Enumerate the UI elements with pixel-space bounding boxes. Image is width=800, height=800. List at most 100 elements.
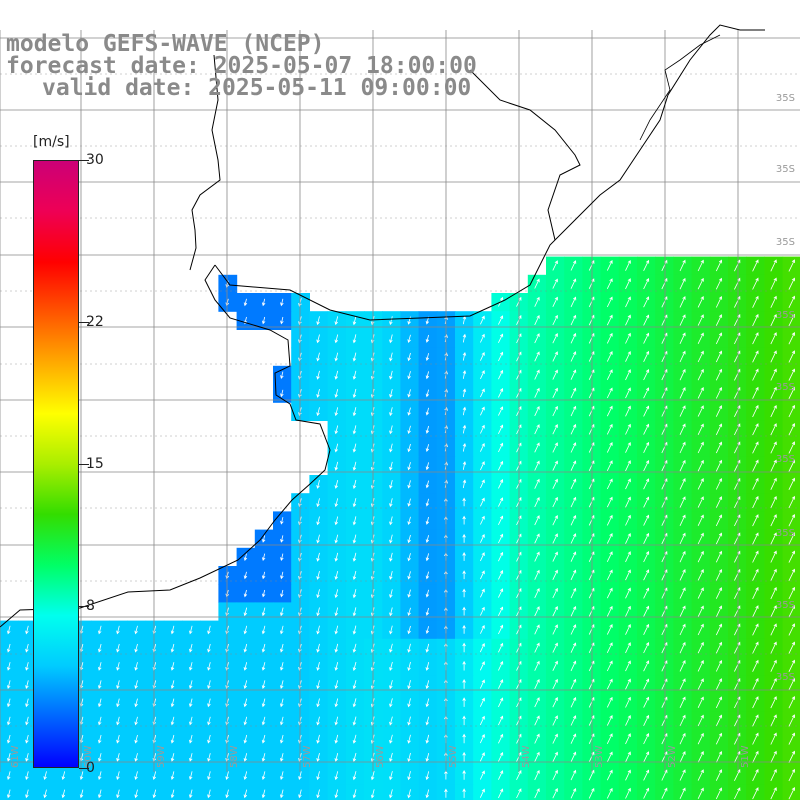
wind-cell bbox=[746, 602, 765, 622]
wind-cell bbox=[546, 456, 565, 476]
wind-arrow bbox=[625, 733, 631, 745]
wind-cell bbox=[618, 456, 638, 476]
wind-arrow bbox=[770, 550, 777, 563]
wind-arrow bbox=[170, 662, 175, 671]
wind-arrow bbox=[679, 623, 686, 636]
wind-cell bbox=[637, 365, 656, 385]
wind-arrow bbox=[134, 716, 138, 726]
wind-arrow bbox=[479, 679, 485, 689]
wind-arrow bbox=[280, 716, 284, 726]
wind-arrow bbox=[280, 625, 284, 635]
wind-arrow bbox=[316, 771, 320, 781]
wind-arrow bbox=[261, 716, 266, 726]
wind-arrow bbox=[715, 787, 723, 800]
wind-cell bbox=[546, 602, 565, 622]
wind-arrow bbox=[643, 587, 650, 599]
wind-cell bbox=[691, 347, 711, 367]
wind-arrow bbox=[207, 771, 211, 781]
wind-arrow bbox=[498, 660, 504, 671]
wind-arrow bbox=[788, 332, 795, 345]
wind-cell bbox=[709, 729, 729, 749]
wind-arrow bbox=[480, 588, 485, 598]
wind-arrow bbox=[407, 589, 411, 598]
wind-cell bbox=[564, 365, 583, 385]
wind-arrow bbox=[407, 516, 411, 526]
wind-cell bbox=[546, 311, 565, 330]
wind-arrow bbox=[480, 406, 485, 416]
wind-arrow bbox=[606, 442, 613, 453]
wind-arrow bbox=[116, 771, 120, 781]
wind-cell bbox=[764, 311, 784, 330]
wind-arrow bbox=[498, 388, 504, 398]
wind-arrow bbox=[334, 425, 339, 435]
wind-arrow bbox=[134, 680, 138, 690]
wind-cell bbox=[746, 729, 765, 749]
colorbar-tick-mark bbox=[79, 160, 89, 161]
wind-arrow bbox=[570, 769, 577, 781]
wind-arrow bbox=[715, 532, 723, 545]
wind-arrow bbox=[189, 680, 193, 690]
wind-cell bbox=[618, 529, 638, 549]
wind-arrow bbox=[316, 643, 320, 653]
wind-arrow bbox=[280, 589, 284, 598]
wind-arrow bbox=[207, 680, 211, 690]
wind-arrow bbox=[462, 788, 466, 798]
wind-arrow bbox=[498, 733, 504, 744]
wind-arrow bbox=[715, 659, 723, 672]
wind-arrow bbox=[679, 459, 686, 472]
wind-arrow bbox=[189, 662, 193, 671]
wind-cell bbox=[728, 274, 747, 294]
wind-cell bbox=[709, 566, 729, 585]
wind-arrow bbox=[697, 459, 704, 472]
wind-arrow bbox=[407, 498, 411, 507]
wind-arrow bbox=[643, 441, 650, 453]
wind-arrow bbox=[352, 316, 357, 326]
wind-cell bbox=[709, 748, 729, 767]
wind-cell bbox=[618, 602, 638, 622]
wind-cell bbox=[491, 566, 511, 585]
wind-cell bbox=[782, 784, 800, 800]
wind-arrow bbox=[7, 680, 11, 690]
wind-arrow bbox=[389, 680, 393, 690]
wind-arrow bbox=[280, 607, 284, 617]
wind-arrow bbox=[352, 607, 357, 617]
wind-arrow bbox=[788, 386, 795, 399]
wind-cell bbox=[600, 475, 620, 494]
wind-arrow bbox=[770, 696, 777, 709]
wind-arrow bbox=[625, 369, 631, 381]
wind-cell bbox=[600, 511, 620, 531]
wind-arrow bbox=[534, 660, 540, 671]
wind-arrow bbox=[534, 788, 540, 799]
wind-arrow bbox=[480, 370, 485, 380]
wind-cell bbox=[728, 293, 747, 312]
wind-arrow bbox=[298, 771, 302, 781]
wind-cell bbox=[618, 347, 638, 367]
lagoon-outline bbox=[639, 34, 721, 141]
wind-cell bbox=[564, 529, 583, 549]
wind-cell bbox=[728, 420, 747, 440]
wind-arrow bbox=[389, 425, 393, 435]
wind-cell bbox=[546, 547, 565, 567]
wind-arrow bbox=[261, 535, 266, 543]
wind-cell bbox=[527, 384, 547, 403]
wind-arrow bbox=[770, 259, 777, 272]
wind-arrow bbox=[316, 571, 320, 580]
wind-cell bbox=[728, 693, 747, 713]
wind-arrow bbox=[715, 405, 723, 417]
wind-arrow bbox=[697, 587, 704, 599]
wind-cell bbox=[564, 402, 583, 421]
wind-arrow bbox=[334, 680, 339, 690]
wind-arrow bbox=[407, 789, 411, 799]
wind-arrow bbox=[552, 333, 558, 344]
wind-cell bbox=[564, 293, 583, 312]
wind-arrow bbox=[170, 643, 175, 653]
wind-cell bbox=[564, 620, 583, 640]
wind-cell bbox=[728, 311, 747, 330]
wind-arrow bbox=[7, 789, 11, 799]
wind-cell bbox=[728, 584, 747, 603]
wind-arrow bbox=[462, 733, 466, 744]
wind-cell bbox=[709, 766, 729, 785]
wind-arrow bbox=[498, 515, 504, 525]
wind-arrow bbox=[170, 680, 175, 690]
